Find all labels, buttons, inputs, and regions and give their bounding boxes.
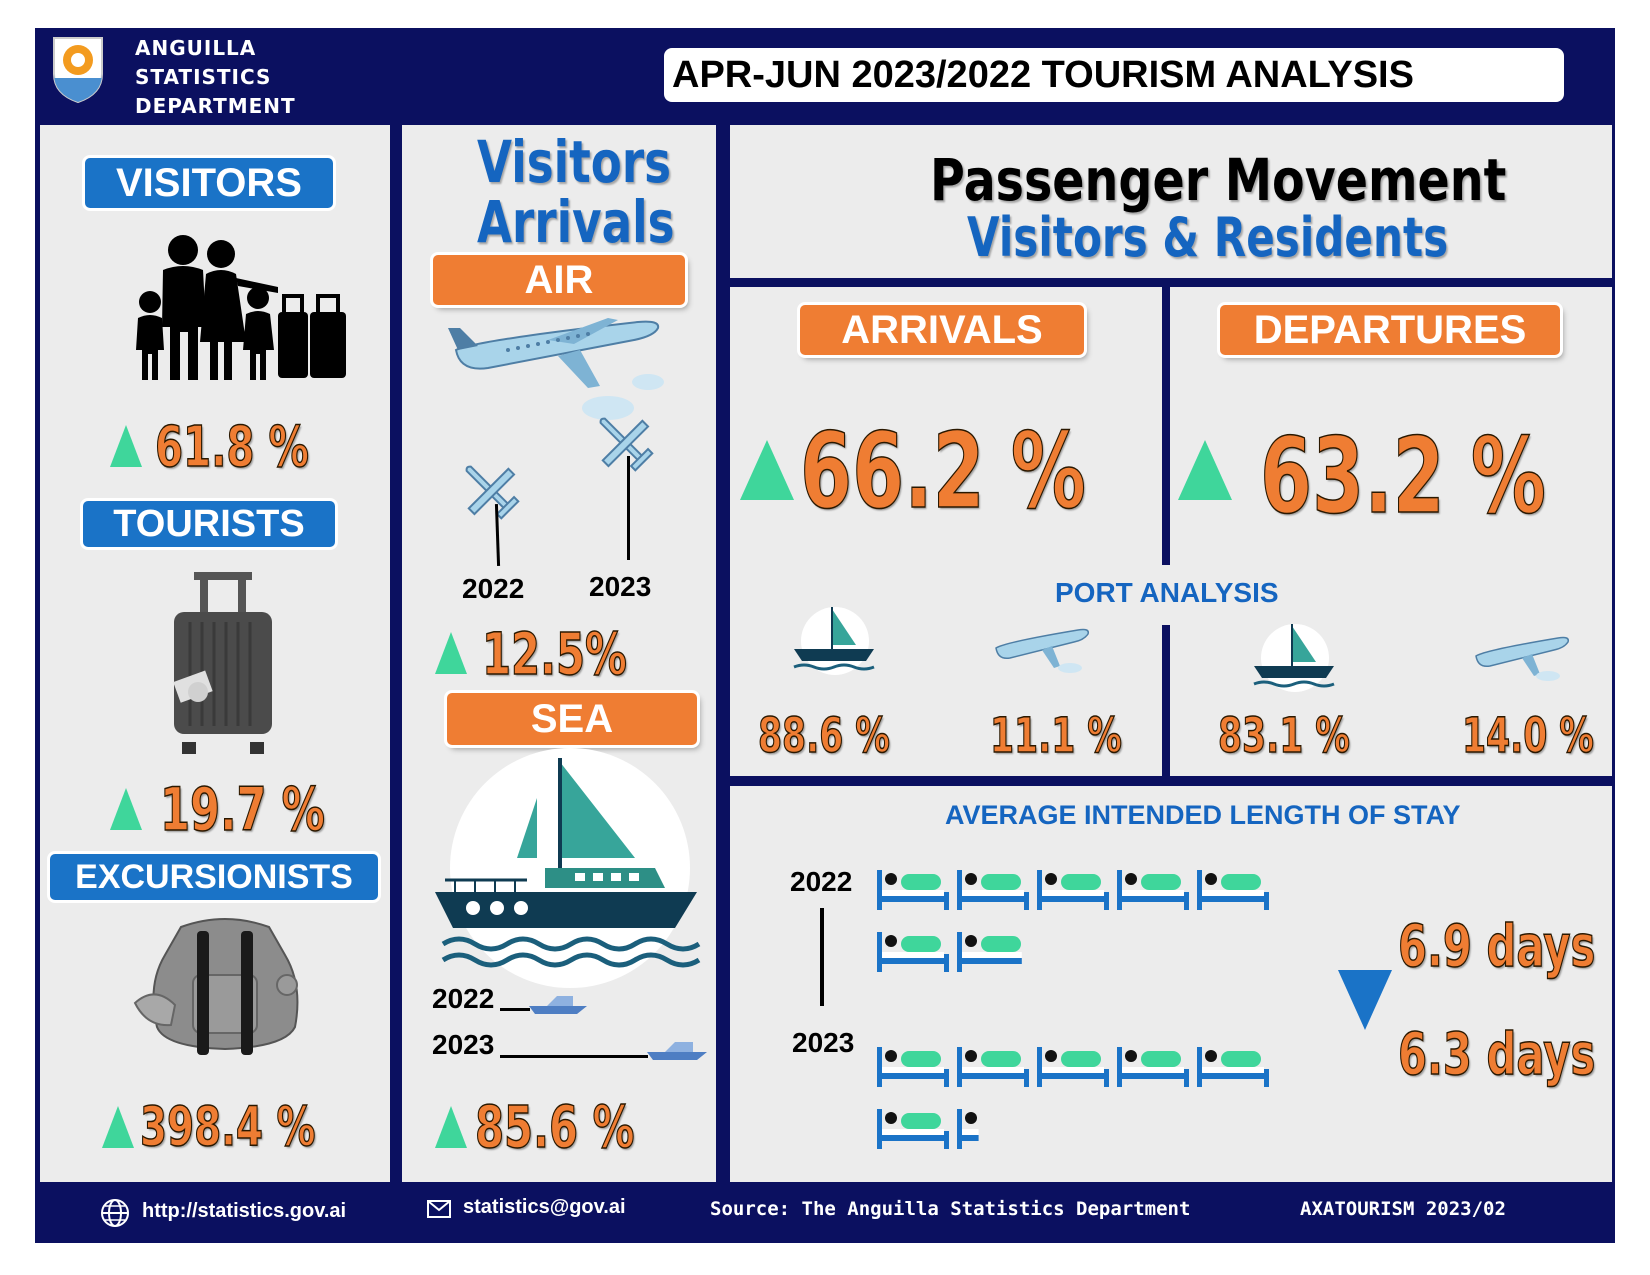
stay-2022-bed-icon-3 — [1037, 870, 1109, 910]
arr-dep-divider — [1162, 287, 1170, 565]
air-2023-bar — [627, 456, 630, 560]
stay-year-connector — [820, 908, 824, 1006]
airplane-icon — [448, 318, 660, 388]
passenger-title: Passenger Movement — [930, 146, 1507, 214]
dep-sea-ship-icon — [1253, 624, 1335, 692]
sea-badge: SEA — [447, 693, 697, 745]
stay-2023-bed-icon-1 — [877, 1047, 949, 1087]
sea-pct: 85.6 % — [474, 1092, 635, 1162]
globe-icon — [101, 1199, 129, 1227]
sea-2023-bar — [500, 1055, 648, 1058]
arrivals-title-line-2: Arrivals — [477, 188, 675, 256]
stay-2022-bed-icon-6 — [877, 932, 949, 972]
email-link[interactable]: statistics@gov.ai — [463, 1196, 626, 1218]
excursionists-badge: EXCURSIONISTS — [50, 854, 378, 900]
arr-air-pct: 11.1 % — [989, 707, 1122, 765]
stay-year-2022: 2022 — [790, 866, 853, 897]
stay-down-arrow-icon — [1338, 970, 1392, 1030]
stay-2023-bed-icon-4 — [1117, 1047, 1189, 1087]
stay-heading: AVERAGE INTENDED LENGTH OF STAY — [945, 800, 1461, 830]
visitors-pct: 61.8 % — [154, 414, 309, 481]
passenger-subtitle: Visitors & Residents — [967, 206, 1449, 269]
air-year-2023: 2023 — [589, 571, 652, 602]
report-code: AXATOURISM 2023/02 — [1300, 1198, 1506, 1220]
sea-year-2023: 2023 — [432, 1029, 495, 1060]
stay-2022-bed-icon-4 — [1117, 870, 1189, 910]
stay-2022-bed-icon-7 — [957, 932, 1022, 972]
dep-air-pct: 14.0 % — [1461, 707, 1594, 765]
stay-2023-bed-icon-6 — [877, 1109, 949, 1149]
speedboat-2023-icon — [647, 1042, 707, 1060]
stay-days-2022: 6.9 days — [1397, 911, 1596, 981]
stay-2022-bed-icon-1 — [877, 870, 949, 910]
stay-2023-bed-icon-7 — [957, 1109, 979, 1149]
stay-2022-bed-icon-2 — [957, 870, 1029, 910]
mail-icon — [427, 1200, 451, 1218]
arrivals-up-arrow-icon — [740, 440, 794, 500]
source-text: Source: The Anguilla Statistics Departme… — [710, 1198, 1191, 1220]
arr-sea-ship-icon — [793, 607, 875, 675]
excursionists-up-arrow-icon — [102, 1106, 134, 1148]
air-year-2022: 2022 — [462, 573, 525, 604]
stay-2023-bed-icon-3 — [1037, 1047, 1109, 1087]
departures-up-arrow-icon — [1178, 440, 1232, 500]
dep-air-plane-icon — [1475, 636, 1570, 681]
tourists-pct: 19.7 % — [159, 774, 325, 846]
speedboat-2022-icon — [529, 996, 587, 1014]
excursionists-pct: 398.4 % — [139, 1094, 316, 1159]
sea-up-arrow-icon — [435, 1106, 467, 1148]
passenger-title-panel — [730, 125, 1612, 278]
page-title: APR-JUN 2023/2022 TOURISM ANALYSIS — [664, 48, 1564, 102]
stay-2023-bed-icon-2 — [957, 1047, 1029, 1087]
small-plane-2023-icon — [599, 417, 654, 472]
arr-sea-pct: 88.6 % — [757, 707, 890, 765]
dep-sea-pct: 83.1 % — [1217, 707, 1350, 765]
organization-name: ANGUILLA STATISTICS DEPARTMENT — [135, 34, 296, 121]
backpack-icon — [133, 918, 299, 1055]
stay-year-2023: 2023 — [792, 1027, 855, 1058]
port-divider — [1162, 625, 1170, 776]
website-link[interactable]: http://statistics.gov.ai — [142, 1200, 347, 1222]
arr-air-plane-icon — [995, 628, 1090, 673]
stay-2023-bed-icon-5 — [1197, 1047, 1269, 1087]
air-pct: 12.5% — [481, 619, 627, 689]
org-line-3: DEPARTMENT — [135, 94, 296, 118]
arrivals-badge: ARRIVALS — [800, 305, 1084, 355]
departures-badge: DEPARTURES — [1220, 305, 1560, 355]
departures-pct: 63.2 % — [1259, 414, 1546, 538]
clouds-icon — [582, 374, 664, 420]
beds-2022 — [877, 870, 1269, 972]
arrivals-title-line-1: Visitors — [477, 128, 672, 196]
org-line-1: ANGUILLA — [135, 36, 257, 60]
air-up-arrow-icon — [435, 632, 467, 674]
arrivals-departures-panel — [730, 287, 1612, 776]
visitors-badge: VISITORS — [85, 158, 333, 208]
arrivals-pct: 66.2 % — [799, 409, 1086, 533]
family-luggage-icon — [136, 235, 346, 380]
anguilla-crest-icon — [53, 37, 103, 104]
sailboat-icon — [435, 748, 701, 988]
stay-days-2023: 6.3 days — [1397, 1019, 1596, 1089]
port-analysis-heading: PORT ANALYSIS — [1055, 577, 1279, 608]
org-line-2: STATISTICS — [135, 65, 272, 89]
suitcase-icon — [173, 572, 272, 754]
sea-year-2022: 2022 — [432, 983, 495, 1014]
sea-2022-bar — [500, 1008, 530, 1011]
air-badge: AIR — [433, 255, 685, 305]
stay-2022-bed-icon-5 — [1197, 870, 1269, 910]
tourists-up-arrow-icon — [110, 788, 142, 830]
small-plane-2022-icon — [465, 465, 520, 520]
beds-2023 — [877, 1047, 1269, 1149]
tourists-badge: TOURISTS — [83, 501, 335, 547]
visitors-up-arrow-icon — [110, 425, 142, 467]
